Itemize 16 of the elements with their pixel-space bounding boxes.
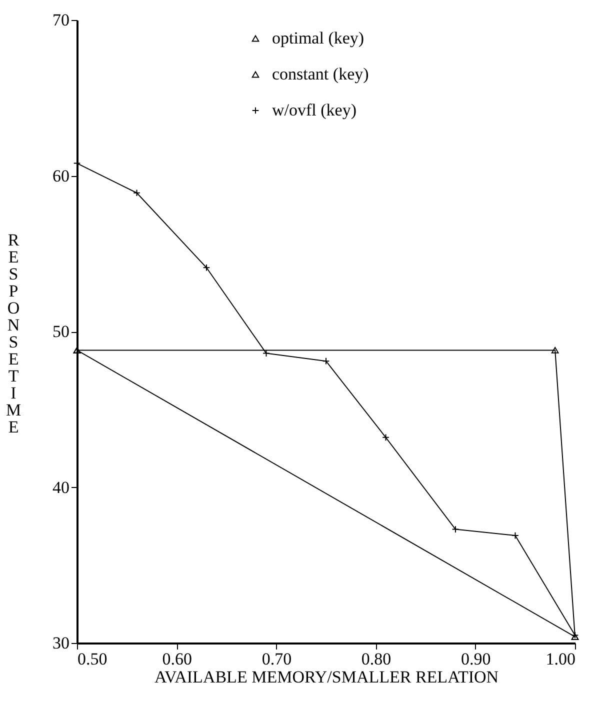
x-axis-title: AVAILABLE MEMORY/SMALLER RELATION [154,668,499,686]
x-tick-label: 0.70 [262,650,292,668]
y-tick-label: 70 [52,10,70,30]
y-tick-label: 40 [52,478,70,497]
y-tick-label: 60 [52,166,70,186]
x-tick-label: 1.00 [546,650,576,668]
x-tick-label: 0.90 [461,650,491,668]
y-tick-label: 50 [52,322,70,341]
legend-label: optimal (key) [272,28,364,48]
x-tick-label: 0.60 [162,650,192,668]
y-tick-label: 30 [52,634,70,652]
legend-label: constant (key) [272,64,369,84]
x-tick-label: 0.50 [78,650,108,668]
legend-label: w/ovfl (key) [272,100,357,120]
x-tick-label: 0.80 [361,650,392,668]
text: RESPONSE TIME [6,230,22,436]
